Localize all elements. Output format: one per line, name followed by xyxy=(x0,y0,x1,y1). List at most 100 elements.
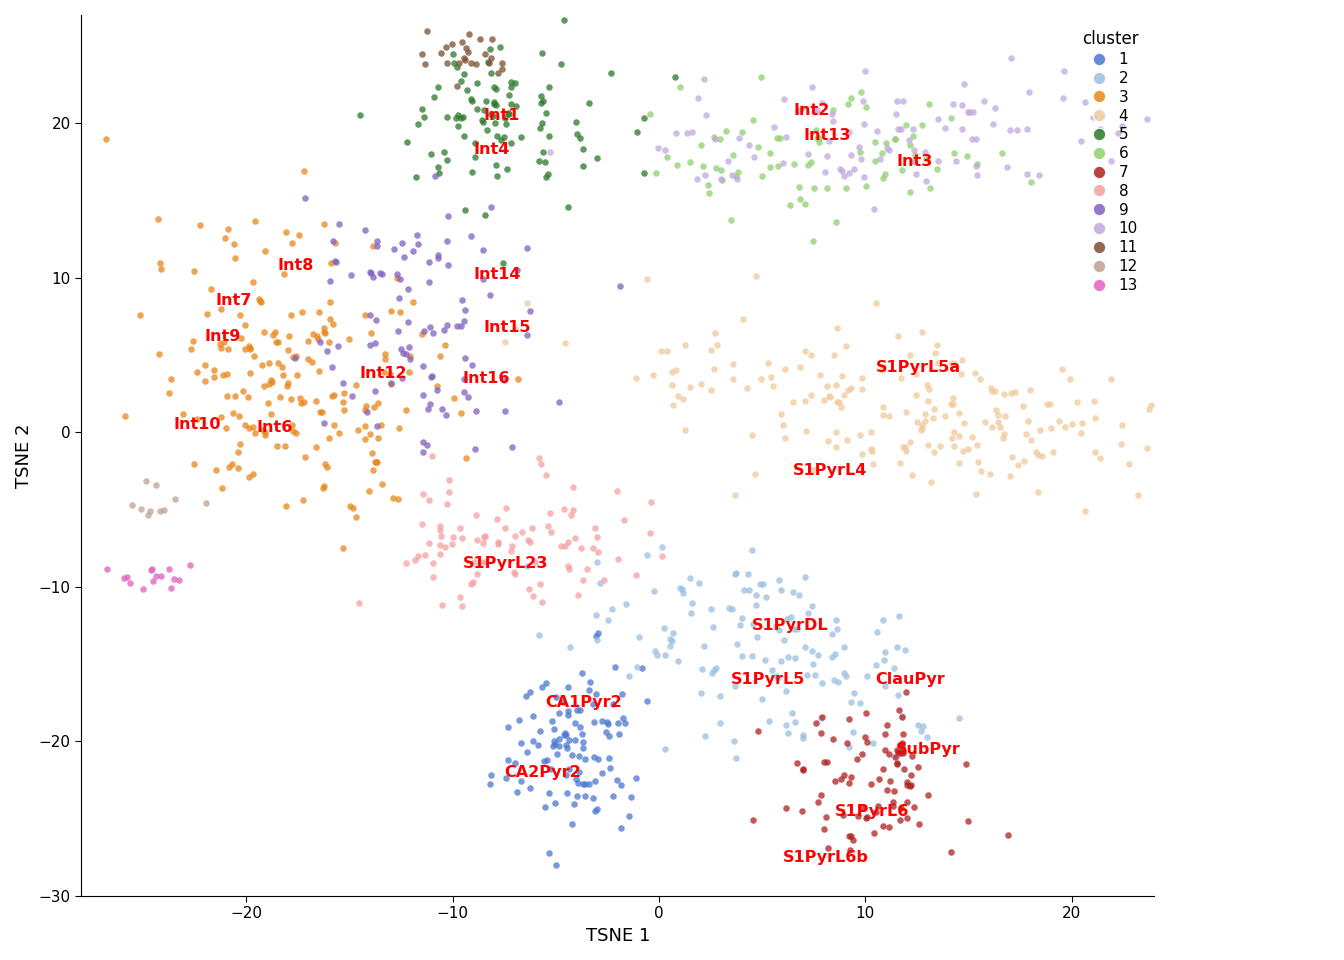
Point xyxy=(140,503,161,518)
Point xyxy=(802,462,824,477)
Point xyxy=(777,726,798,741)
Point xyxy=(521,520,543,536)
Point xyxy=(1027,447,1048,463)
Point xyxy=(833,767,855,782)
Point xyxy=(965,158,986,174)
Point xyxy=(801,599,823,614)
Point xyxy=(694,72,715,87)
Point xyxy=(228,408,250,423)
Point xyxy=(953,444,974,459)
Point xyxy=(340,267,362,282)
Point xyxy=(775,800,797,815)
Point xyxy=(710,688,731,704)
Point xyxy=(224,251,246,266)
Point xyxy=(825,424,847,440)
Point xyxy=(784,621,805,636)
Point xyxy=(894,642,915,658)
Point xyxy=(614,596,636,612)
Point xyxy=(341,500,363,516)
Point xyxy=(956,756,977,772)
Point xyxy=(689,137,711,153)
Point xyxy=(245,425,266,441)
Point xyxy=(414,324,435,339)
Point xyxy=(1071,425,1093,441)
Point xyxy=(1208,483,1230,498)
Point xyxy=(418,492,439,507)
Point xyxy=(1183,443,1204,458)
Point xyxy=(430,522,452,538)
Point xyxy=(853,117,875,132)
Point xyxy=(539,144,560,159)
Point xyxy=(1048,413,1070,428)
Point xyxy=(766,131,788,146)
Point xyxy=(558,703,579,718)
Point xyxy=(843,684,864,700)
Point xyxy=(888,702,910,717)
Point xyxy=(183,456,204,471)
Point xyxy=(870,891,891,906)
Point xyxy=(523,733,544,749)
Point xyxy=(136,473,157,489)
Point xyxy=(320,255,341,271)
Point xyxy=(802,657,824,672)
Point xyxy=(511,774,532,789)
Point xyxy=(358,484,379,499)
Point xyxy=(1101,154,1122,169)
Point xyxy=(391,371,413,386)
Point xyxy=(403,294,425,309)
Point xyxy=(469,32,491,47)
Point xyxy=(665,362,687,377)
Point xyxy=(485,97,507,112)
Point xyxy=(323,233,344,249)
Point xyxy=(473,535,495,550)
Point xyxy=(200,281,222,297)
Point xyxy=(1118,457,1140,472)
Point xyxy=(788,180,809,195)
Point xyxy=(691,684,712,700)
Point xyxy=(997,828,1019,843)
Point xyxy=(261,406,282,421)
Point xyxy=(564,114,586,130)
Point xyxy=(558,761,579,777)
Point xyxy=(448,118,469,133)
Point xyxy=(1154,464,1176,479)
Point xyxy=(809,367,831,382)
Point xyxy=(535,468,556,483)
Point xyxy=(427,248,449,263)
Point xyxy=(700,665,722,681)
Point xyxy=(836,669,857,684)
Point xyxy=(570,702,591,717)
Point xyxy=(480,199,501,214)
Point xyxy=(765,618,786,634)
Point xyxy=(1019,382,1040,397)
Point xyxy=(496,161,517,177)
Point xyxy=(582,540,603,556)
Point xyxy=(585,804,606,819)
Point xyxy=(473,102,495,117)
Point xyxy=(161,372,183,387)
Point xyxy=(450,74,472,89)
Point xyxy=(370,418,391,433)
Point xyxy=(419,254,441,270)
Point xyxy=(1083,411,1105,426)
Point xyxy=(883,794,905,809)
Point xyxy=(556,200,578,215)
Point xyxy=(1000,385,1021,400)
Point xyxy=(607,715,629,731)
Point xyxy=(458,27,480,42)
Point xyxy=(488,536,509,551)
Point xyxy=(453,384,474,399)
Point xyxy=(388,420,410,436)
Point xyxy=(591,765,613,780)
Point xyxy=(679,155,700,170)
Point xyxy=(825,612,847,628)
Point xyxy=(831,369,852,384)
Point xyxy=(230,437,251,452)
Point xyxy=(95,132,117,147)
Point xyxy=(562,816,583,831)
Point xyxy=(168,572,190,588)
Point xyxy=(216,221,238,236)
Point xyxy=(531,594,552,610)
Point xyxy=(293,394,314,409)
Point xyxy=(952,352,973,368)
